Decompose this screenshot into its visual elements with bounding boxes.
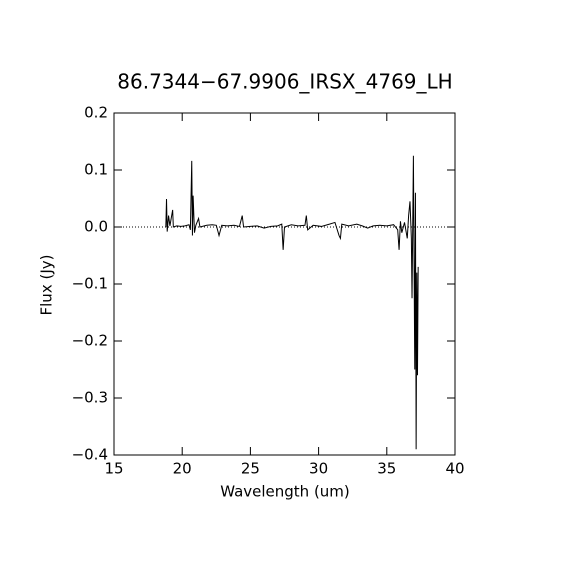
y-tick-label: 0.1 xyxy=(84,161,108,179)
spectrum-line xyxy=(165,155,419,450)
x-tick-label: 30 xyxy=(309,460,328,478)
x-tick-label: 15 xyxy=(104,460,123,478)
chart-title: 86.7344−67.9906_IRSX_4769_LH xyxy=(117,70,452,94)
y-tick-label: 0.0 xyxy=(84,218,108,236)
y-tick-label: −0.3 xyxy=(72,389,108,407)
y-tick-label: −0.2 xyxy=(72,332,108,350)
y-tick-label: 0.2 xyxy=(84,104,108,122)
plot-frame xyxy=(113,112,456,456)
x-axis-label: Wavelength (um) xyxy=(220,483,350,501)
x-tick-label: 40 xyxy=(445,460,464,478)
x-tick-label: 35 xyxy=(377,460,396,478)
y-tick-label: −0.4 xyxy=(72,446,108,464)
y-tick-label: −0.1 xyxy=(72,275,108,293)
x-tick-label: 20 xyxy=(173,460,192,478)
x-tick-label: 25 xyxy=(241,460,260,478)
y-axis-label: Flux (Jy) xyxy=(38,255,56,316)
